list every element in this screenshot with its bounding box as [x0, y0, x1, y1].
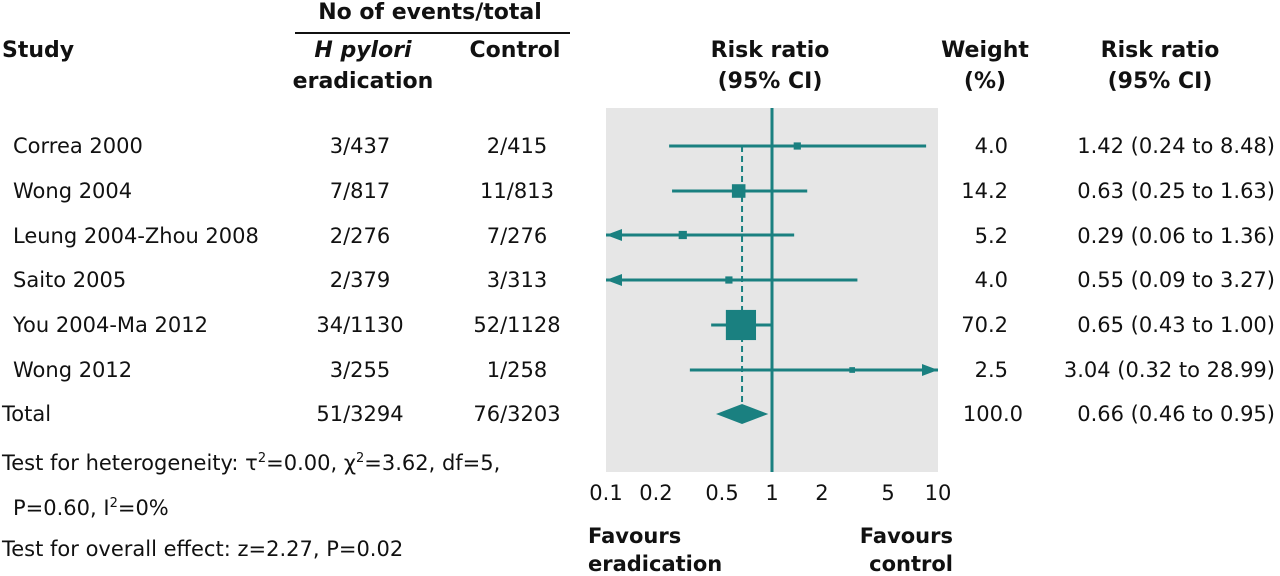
risk-ratio-text-header-2: (95% CI) [1107, 69, 1213, 94]
study-weight: 70.2 [961, 313, 1008, 337]
total-control-events: 76/3203 [473, 402, 561, 426]
treatment-events: 2/276 [329, 224, 391, 248]
x-tick-label: 5 [881, 481, 894, 505]
total-label: Total [2, 402, 52, 426]
x-tick-label: 1 [765, 481, 778, 505]
control-header: Control [469, 38, 561, 63]
favours-eradication-label: Favours [588, 524, 682, 548]
total-weight: 100.0 [962, 402, 1023, 426]
study-ci-text: 3.04 (0.32 to 28.99) [1063, 358, 1275, 382]
study-weight: 4.0 [974, 134, 1008, 158]
total-ci-text: 0.66 (0.46 to 0.95) [1077, 402, 1275, 426]
ci-arrow-right [922, 364, 938, 376]
control-events: 11/813 [480, 179, 554, 203]
favours-eradication-label-2: eradication [588, 552, 723, 576]
study-ci-text: 0.29 (0.06 to 1.36) [1077, 224, 1275, 248]
heterogeneity-test-line2: P=0.60, I2=0% [13, 496, 169, 520]
study-ci-text: 1.42 (0.24 to 8.48) [1077, 134, 1275, 158]
control-events: 1/258 [486, 358, 548, 382]
control-events: 2/415 [486, 134, 548, 158]
study-point [731, 184, 746, 198]
risk-ratio-plot-header-2: (95% CI) [717, 69, 823, 94]
study-ci-text: 0.55 (0.09 to 3.27) [1077, 268, 1275, 292]
overall-effect-test: Test for overall effect: z=2.27, P=0.02 [2, 537, 404, 561]
total-treatment-events: 51/3294 [316, 402, 404, 426]
control-events: 52/1128 [473, 313, 561, 337]
treatment-events: 2/379 [329, 268, 391, 292]
x-tick-label: 10 [925, 481, 952, 505]
study-name: Correa 2000 [13, 134, 143, 158]
control-events: 7/276 [486, 224, 548, 248]
study-weight: 14.2 [961, 179, 1008, 203]
risk-ratio-text-header: Risk ratio [1100, 38, 1220, 63]
study-weight: 2.5 [974, 358, 1008, 382]
x-tick-label: 0.1 [589, 481, 622, 505]
favours-control-label-2: control [869, 552, 953, 576]
heterogeneity-test: Test for heterogeneity: τ2=0.00, χ2=3.62… [2, 451, 501, 475]
ci-arrow-left [606, 274, 622, 286]
x-tick-label: 0.5 [705, 481, 738, 505]
treatment-header: H pylori [314, 38, 412, 63]
treatment-events: 34/1130 [316, 313, 404, 337]
weight-header-2: (%) [963, 69, 1007, 94]
study-ci-text: 0.65 (0.43 to 1.00) [1077, 313, 1275, 337]
study-point [849, 367, 856, 373]
study-header: Study [2, 38, 75, 63]
study-name: You 2004-Ma 2012 [13, 313, 208, 337]
x-tick-label: 2 [815, 481, 828, 505]
study-point [725, 309, 757, 341]
risk-ratio-plot-header: Risk ratio [710, 38, 830, 63]
events-group-rule [295, 32, 570, 34]
treatment-events: 3/255 [329, 358, 391, 382]
study-point [793, 142, 801, 150]
study-weight: 5.2 [974, 224, 1008, 248]
ci-arrow-left [606, 229, 622, 241]
control-events: 3/313 [486, 268, 548, 292]
favours-control-label: Favours [859, 524, 953, 548]
weight-header: Weight [941, 38, 1029, 63]
study-name: Wong 2004 [13, 179, 133, 203]
study-name: Saito 2005 [13, 268, 127, 292]
study-weight: 4.0 [974, 268, 1008, 292]
study-ci-text: 0.63 (0.25 to 1.63) [1077, 179, 1275, 203]
x-tick-label: 0.2 [639, 481, 672, 505]
events-group-header: No of events/total [318, 0, 542, 25]
pooled-diamond [716, 404, 769, 424]
study-point [678, 230, 687, 240]
study-point [725, 276, 733, 284]
treatment-header-2: eradication [292, 69, 434, 94]
study-name: Wong 2012 [13, 358, 133, 382]
study-name: Leung 2004-Zhou 2008 [13, 224, 259, 248]
treatment-events: 3/437 [329, 134, 391, 158]
treatment-events: 7/817 [329, 179, 391, 203]
